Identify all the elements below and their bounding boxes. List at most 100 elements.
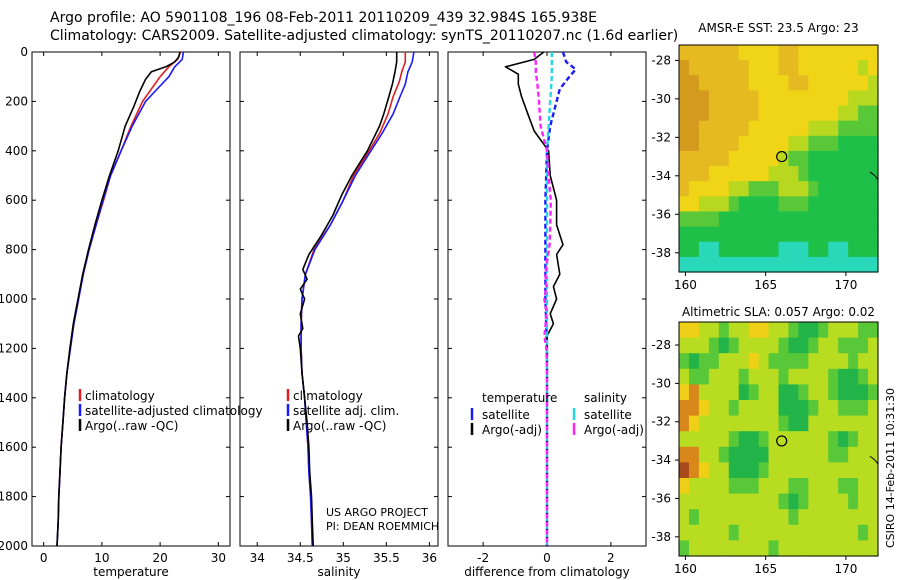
heatmap-cell — [768, 368, 780, 385]
heatmap-cell — [728, 353, 740, 370]
heatmap-cell — [688, 120, 700, 137]
heatmap-cell — [688, 384, 700, 401]
heatmap-cell — [808, 431, 819, 448]
heatmap-cell — [848, 337, 859, 354]
heatmap-cell — [718, 493, 730, 510]
heatmap-cell — [868, 353, 879, 370]
heatmap-cell — [698, 211, 710, 228]
heatmap-cell — [808, 337, 819, 354]
heatmap-cell — [708, 226, 720, 243]
heatmap-cell — [738, 400, 750, 417]
heatmap-cell — [838, 135, 849, 152]
heatmap-cell — [768, 181, 780, 197]
heatmap-cell — [688, 75, 700, 91]
heatmap-cell — [838, 90, 849, 107]
heatmap-cell — [828, 322, 839, 339]
x-axis-label: salinity — [317, 565, 360, 579]
series-line-salinity-satellite — [545, 52, 553, 546]
salinity-profile-panel: 34 34.5 35 35.5 36 salinity climatologysatelli… — [239, 51, 439, 579]
heatmap-cell — [708, 462, 720, 479]
legend-title: salinity — [584, 391, 627, 405]
heatmap-cell — [778, 509, 790, 526]
heatmap-cell — [688, 431, 700, 448]
heatmap-cell — [688, 45, 700, 61]
heatmap-cell — [798, 196, 809, 213]
heatmap-cell — [748, 337, 760, 354]
heatmap-cell — [758, 150, 770, 167]
heatmap-cell — [798, 211, 809, 228]
heatmap-cell — [838, 493, 849, 510]
legend-label: satellite — [584, 408, 632, 422]
heatmap-cell — [858, 322, 869, 339]
heatmap-cell — [808, 150, 819, 167]
heatmap-cell — [798, 540, 809, 557]
heatmap-cell — [738, 446, 750, 463]
heatmap-cell — [738, 75, 750, 91]
heatmap-cell — [718, 75, 730, 91]
heatmap-cell — [718, 256, 730, 273]
heatmap-cell — [688, 322, 700, 339]
heatmap-cell — [698, 478, 710, 495]
heatmap-cell — [708, 353, 720, 370]
x-tick-label: 170 — [834, 562, 857, 576]
heatmap-cell — [788, 368, 799, 385]
heatmap-cell — [768, 45, 780, 61]
heatmap-cell — [828, 105, 839, 122]
heatmap-cell — [758, 226, 770, 243]
heatmap-cell — [838, 181, 849, 197]
heatmap-cell — [828, 166, 839, 182]
heatmap-cell — [798, 431, 809, 448]
heatmap-cell — [728, 45, 740, 61]
x-tick-label: 2 — [607, 551, 615, 565]
x-tick-label: 20 — [152, 551, 167, 565]
heatmap-cell — [848, 431, 859, 448]
heatmap-cell — [838, 400, 849, 417]
heatmap-cell — [768, 493, 780, 510]
heatmap-cell — [768, 446, 780, 463]
heatmap-cell — [798, 256, 809, 273]
heatmap-cell — [868, 509, 879, 526]
heatmap-cell — [728, 431, 740, 448]
legend-label: climatology — [85, 389, 155, 403]
heatmap-cell — [688, 226, 700, 243]
heatmap-cell — [858, 120, 869, 137]
heatmap-cell — [778, 368, 790, 385]
heatmap-cell — [718, 446, 730, 463]
heatmap-cell — [818, 256, 829, 273]
heatmap-cell — [748, 166, 760, 182]
heatmap-cell — [738, 226, 750, 243]
heatmap-cell — [679, 45, 690, 61]
heatmap-cell — [858, 493, 869, 510]
credit-line-1: US ARGO PROJECT — [326, 506, 428, 519]
heatmap-cell — [808, 446, 819, 463]
argo-float-marker — [776, 150, 788, 163]
heatmap-cell — [679, 181, 690, 197]
y-tick-label: -28 — [651, 338, 671, 352]
heatmap-cell — [788, 256, 799, 273]
heatmap-cell — [838, 462, 849, 479]
heatmap-cell — [858, 400, 869, 417]
heatmap-cell — [808, 135, 819, 152]
heatmap-cell — [698, 226, 710, 243]
heatmap-cell — [688, 524, 700, 541]
heatmap-cell — [818, 166, 829, 182]
heatmap-cell — [688, 181, 700, 197]
heatmap-cell — [808, 462, 819, 479]
heatmap-cell — [828, 226, 839, 243]
heatmap-cell — [778, 415, 790, 432]
heatmap-cell — [808, 368, 819, 385]
heatmap-cell — [838, 478, 849, 495]
heatmap-cell — [838, 524, 849, 541]
heatmap-cell — [708, 75, 720, 91]
y-tick-label: -38 — [651, 530, 671, 544]
heatmap-cell — [738, 337, 750, 354]
heatmap-cell — [848, 493, 859, 510]
heatmap-cell — [818, 509, 829, 526]
heatmap-cell — [788, 540, 799, 557]
heatmap-cell — [758, 181, 770, 197]
heatmap-cell — [698, 150, 710, 167]
heatmap-cell — [848, 400, 859, 417]
heatmap-cell — [718, 120, 730, 137]
heatmap-cell — [808, 211, 819, 228]
heatmap-cell — [738, 415, 750, 432]
